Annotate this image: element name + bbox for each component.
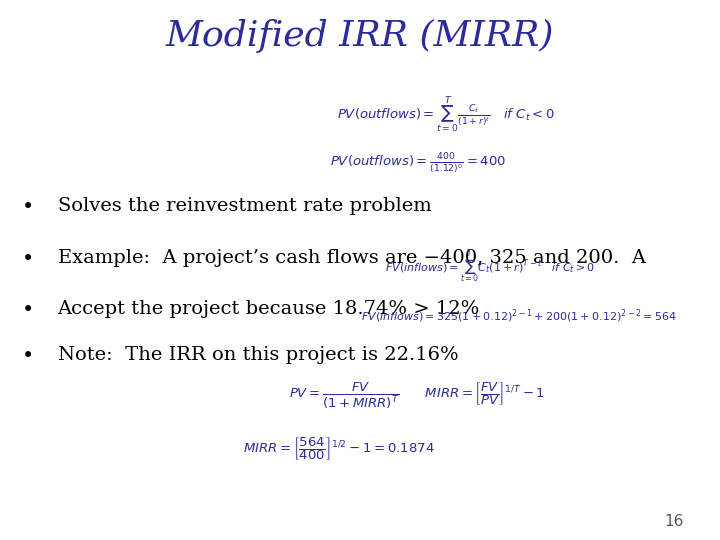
Text: $\mathit{FV}(\mathit{inflows}) = 325(1+0.12)^{2-1} + 200(1+0.12)^{2-2} = 564$: $\mathit{FV}(\mathit{inflows}) = 325(1+0… [361,308,676,326]
Text: $\mathit{PV}(\mathit{outflows}) = \frac{400}{(1.12)^0} = 400$: $\mathit{PV}(\mathit{outflows}) = \frac{… [330,151,505,176]
Text: Modified IRR (MIRR): Modified IRR (MIRR) [166,19,554,53]
Text: Accept the project because 18.74% > 12%: Accept the project because 18.74% > 12% [58,300,480,318]
Text: Note:  The IRR on this project is 22.16%: Note: The IRR on this project is 22.16% [58,346,458,363]
Text: $\mathit{PV} = \dfrac{FV}{(1+MIRR)^T} \qquad \mathit{MIRR} = \left[\dfrac{FV}{PV: $\mathit{PV} = \dfrac{FV}{(1+MIRR)^T} \q… [289,381,546,411]
Text: $\mathit{FV}(\mathit{inflows}) = \sum_{t=0}^{T} C_t(1+r)^{T-t} \quad \mathit{if}: $\mathit{FV}(\mathit{inflows}) = \sum_{t… [384,248,595,286]
Text: •: • [22,346,34,366]
Text: $\mathit{PV}(\mathit{outflows}) = \sum_{t=0}^{T} \frac{C_t}{(1+r)^t} \quad \math: $\mathit{PV}(\mathit{outflows}) = \sum_{… [338,94,555,134]
Text: 16: 16 [665,514,684,529]
Text: Solves the reinvestment rate problem: Solves the reinvestment rate problem [58,197,431,215]
Text: Example:  A project’s cash flows are −400, 325 and 200.  A: Example: A project’s cash flows are −400… [58,249,646,267]
Text: $\mathit{MIRR} = \left[\dfrac{564}{400}\right]^{1/2} - 1 = 0.1874$: $\mathit{MIRR} = \left[\dfrac{564}{400}\… [243,435,434,462]
Text: •: • [22,249,34,269]
Text: •: • [22,300,34,320]
Text: •: • [22,197,34,217]
